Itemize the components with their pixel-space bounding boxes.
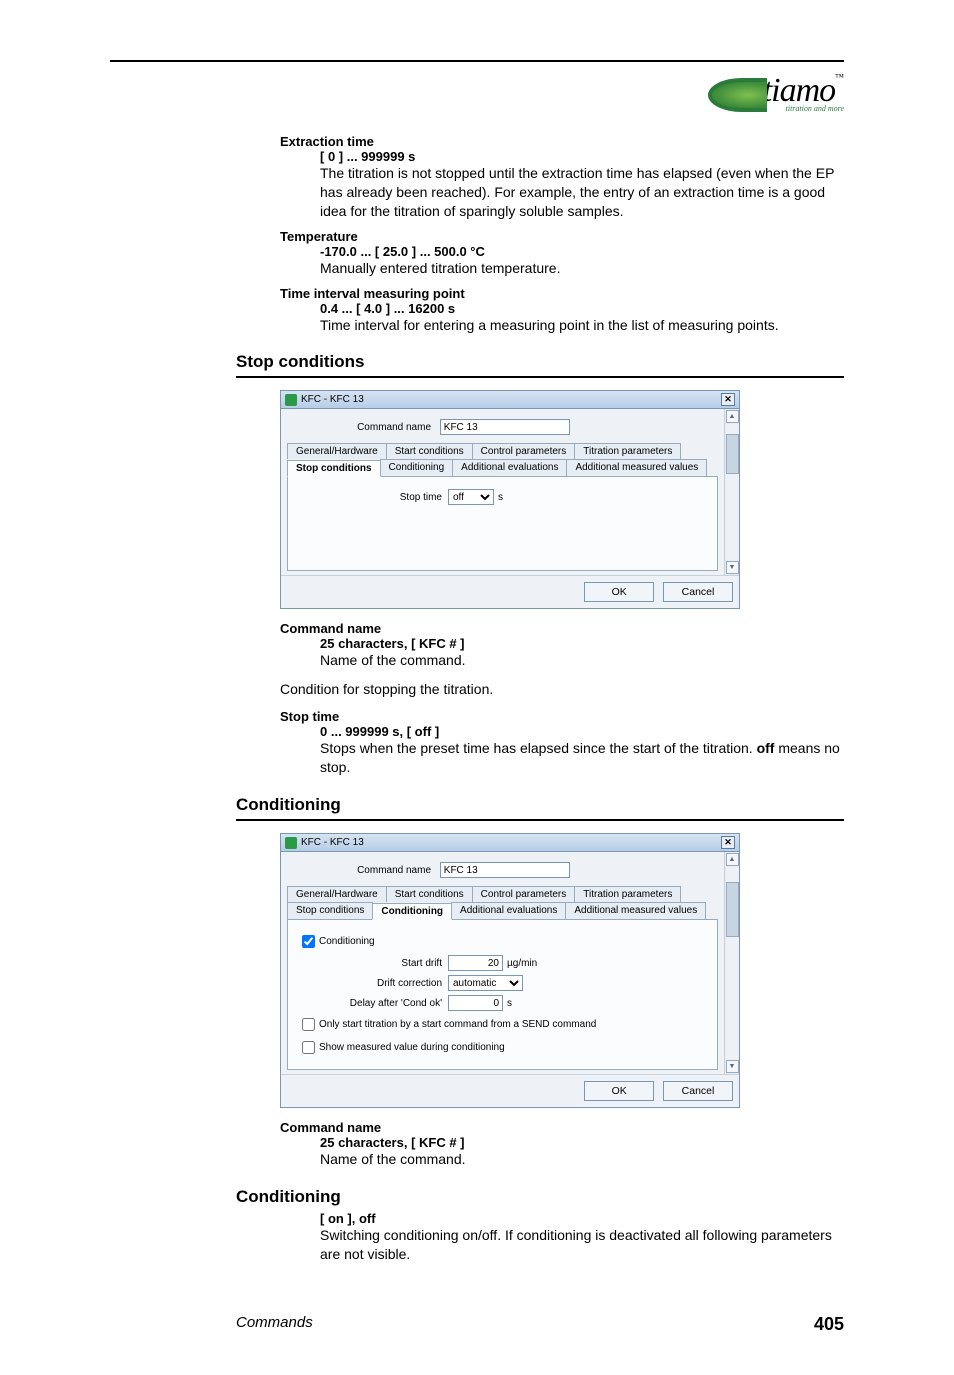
tab-addmeas[interactable]: Additional measured values <box>565 902 706 919</box>
logo-tm: ™ <box>835 72 844 82</box>
logo-swoosh-icon <box>708 72 763 110</box>
command-name-label-2: Command name <box>287 865 437 876</box>
param-temperature-range: -170.0 ... [ 25.0 ] ... 500.0 °C <box>320 244 844 259</box>
tab-control[interactable]: Control parameters <box>472 443 576 459</box>
tab-conditioning[interactable]: Conditioning <box>372 903 452 920</box>
dialog-scrollbar-2[interactable]: ▲ ▼ <box>724 852 739 1074</box>
close-icon[interactable]: ✕ <box>721 836 735 849</box>
tab-row-2b: Stop conditions Conditioning Additional … <box>287 902 718 919</box>
subheading-conditioning: Conditioning <box>236 1187 844 1211</box>
param-extraction-title: Extraction time <box>280 134 844 149</box>
dialog-title: KFC - KFC 13 <box>301 394 364 405</box>
param-commandname-desc-1: Name of the command. <box>320 651 844 670</box>
tab-addeval[interactable]: Additional evaluations <box>452 459 567 476</box>
command-name-input-2[interactable] <box>440 862 570 878</box>
param-stoptime-range: 0 ... 999999 s, [ off ] <box>320 724 844 739</box>
tab-control[interactable]: Control parameters <box>472 886 576 902</box>
tab-row-1: General/Hardware Start conditions Contro… <box>287 443 718 459</box>
app-icon <box>285 837 297 849</box>
tab-stop[interactable]: Stop conditions <box>287 460 381 477</box>
param-conditioning-range: [ on ], off <box>320 1211 844 1226</box>
delay-input[interactable] <box>448 995 503 1011</box>
tab-stop[interactable]: Stop conditions <box>287 902 373 919</box>
param-commandname-title-1: Command name <box>280 621 844 636</box>
tab-addmeas[interactable]: Additional measured values <box>566 459 707 476</box>
tab-titration[interactable]: Titration parameters <box>574 886 681 902</box>
scroll-up-icon[interactable]: ▲ <box>726 853 739 866</box>
dialog-titlebar-2: KFC - KFC 13 ✕ <box>281 834 739 852</box>
param-extraction-desc: The titration is not stopped until the e… <box>320 164 844 221</box>
startdrift-unit: µg/min <box>507 958 537 969</box>
param-extraction-range: [ 0 ] ... 999999 s <box>320 149 844 164</box>
footer-page: 405 <box>814 1314 844 1335</box>
param-conditioning-desc: Switching conditioning on/off. If condit… <box>320 1226 844 1264</box>
onlystart-label: Only start titration by a start command … <box>319 1019 596 1030</box>
scroll-thumb[interactable] <box>726 434 739 474</box>
startdrift-label: Start drift <box>298 958 448 969</box>
ok-button[interactable]: OK <box>584 1081 654 1101</box>
scroll-thumb[interactable] <box>726 882 739 937</box>
param-commandname-title-2: Command name <box>280 1120 844 1135</box>
param-commandname-range-2: 25 characters, [ KFC # ] <box>320 1135 844 1150</box>
param-commandname-range-1: 25 characters, [ KFC # ] <box>320 636 844 651</box>
param-temperature-desc: Manually entered titration temperature. <box>320 259 844 278</box>
param-temperature-title: Temperature <box>280 229 844 244</box>
tab-conditioning[interactable]: Conditioning <box>380 459 454 476</box>
conditioning-chk-label: Conditioning <box>319 936 375 947</box>
tab-titration[interactable]: Titration parameters <box>574 443 681 459</box>
tab-row-2: Stop conditions Conditioning Additional … <box>287 459 718 476</box>
param-timeinterval-range: 0.4 ... [ 4.0 ] ... 16200 s <box>320 301 844 316</box>
delay-label: Delay after 'Cond ok' <box>298 998 448 1009</box>
param-timeinterval-title: Time interval measuring point <box>280 286 844 301</box>
brand-logo: tiamo™ titration and more <box>110 72 844 116</box>
section-conditioning: Conditioning <box>236 795 844 821</box>
scroll-down-icon[interactable]: ▼ <box>726 561 739 574</box>
delay-unit: s <box>507 998 512 1009</box>
dialog-conditioning: KFC - KFC 13 ✕ Command name General/Hard… <box>280 833 740 1108</box>
page-footer: Commands 405 <box>236 1314 844 1335</box>
tab-addeval[interactable]: Additional evaluations <box>451 902 566 919</box>
tab-panel-stop: Stop time off s <box>287 476 718 571</box>
driftcorr-select[interactable]: automatic <box>448 975 523 991</box>
close-icon[interactable]: ✕ <box>721 393 735 406</box>
param-timeinterval-desc: Time interval for entering a measuring p… <box>320 316 844 335</box>
tab-panel-conditioning: Conditioning Start drift µg/min Drift co… <box>287 919 718 1070</box>
onlystart-checkbox[interactable] <box>302 1018 315 1031</box>
dialog-titlebar: KFC - KFC 13 ✕ <box>281 391 739 409</box>
dialog-title-2: KFC - KFC 13 <box>301 837 364 848</box>
tab-start[interactable]: Start conditions <box>386 886 473 902</box>
tab-general[interactable]: General/Hardware <box>287 886 387 902</box>
startdrift-input[interactable] <box>448 955 503 971</box>
driftcorr-label: Drift correction <box>298 978 448 989</box>
showmeas-checkbox[interactable] <box>302 1041 315 1054</box>
dialog-scrollbar[interactable]: ▲ ▼ <box>724 409 739 575</box>
param-stoptime-title: Stop time <box>280 709 844 724</box>
section-stop-conditions: Stop conditions <box>236 352 844 378</box>
cancel-button[interactable]: Cancel <box>663 1081 733 1101</box>
app-icon <box>285 394 297 406</box>
command-name-input[interactable] <box>440 419 570 435</box>
stoptime-select[interactable]: off <box>448 489 494 505</box>
param-commandname-desc-2: Name of the command. <box>320 1150 844 1169</box>
scroll-down-icon[interactable]: ▼ <box>726 1060 739 1073</box>
stopcond-intro: Condition for stopping the titration. <box>280 680 844 699</box>
scroll-up-icon[interactable]: ▲ <box>726 410 739 423</box>
param-stoptime-desc: Stops when the preset time has elapsed s… <box>320 739 844 777</box>
cancel-button[interactable]: Cancel <box>663 582 733 602</box>
ok-button[interactable]: OK <box>584 582 654 602</box>
conditioning-checkbox[interactable] <box>302 935 315 948</box>
footer-section: Commands <box>236 1314 313 1335</box>
dialog-stop-conditions: KFC - KFC 13 ✕ Command name General/Hard… <box>280 390 740 609</box>
top-rule <box>110 60 844 62</box>
tab-row-1b: General/Hardware Start conditions Contro… <box>287 886 718 902</box>
showmeas-label: Show measured value during conditioning <box>319 1042 505 1053</box>
stoptime-label: Stop time <box>298 492 448 503</box>
command-name-label: Command name <box>287 422 437 433</box>
tab-general[interactable]: General/Hardware <box>287 443 387 459</box>
stoptime-unit: s <box>498 492 503 503</box>
tab-start[interactable]: Start conditions <box>386 443 473 459</box>
